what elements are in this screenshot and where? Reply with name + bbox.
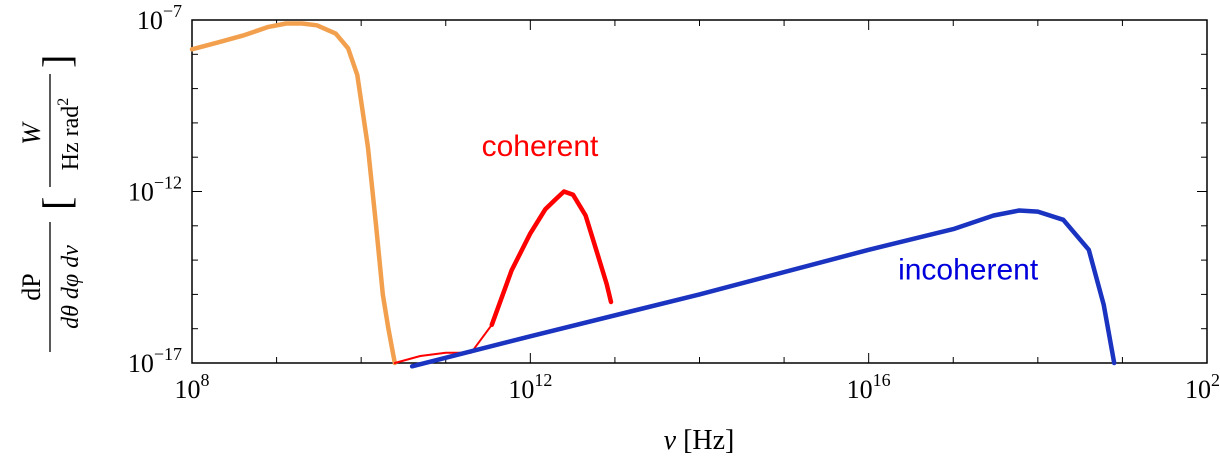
x-tick-label: 1020 bbox=[1185, 370, 1220, 404]
annotation-incoherent: incoherent bbox=[898, 254, 1039, 287]
x-tick-label-exp: 12 bbox=[534, 370, 552, 390]
x-tick-label-base: 10 bbox=[847, 375, 873, 404]
y-label-denominator: dθ dφ dν bbox=[58, 245, 84, 329]
series-line-curve-0 bbox=[189, 21, 398, 366]
x-tick-label: 1016 bbox=[847, 370, 891, 404]
y-tick-label-exp: −17 bbox=[154, 344, 182, 364]
x-axis-unit: [Hz] bbox=[676, 425, 734, 456]
axis-ticks bbox=[191, 19, 1208, 364]
series-line-coherent bbox=[489, 189, 614, 328]
x-tick-label-exp: 8 bbox=[201, 370, 210, 390]
x-tick-label: 1012 bbox=[508, 370, 552, 404]
y-tick-label-base: 10 bbox=[128, 349, 154, 378]
y-tick-label-exp: −7 bbox=[163, 1, 182, 21]
y-tick-label-exp: −12 bbox=[154, 173, 182, 193]
y-tick-label-base: 10 bbox=[128, 178, 154, 207]
y-label-unit-denominator-base: Hz rad bbox=[58, 106, 84, 171]
y-tick-label-base: 10 bbox=[137, 6, 163, 35]
x-tick-label-base: 10 bbox=[508, 375, 534, 404]
annotations: coherent incoherent bbox=[482, 130, 1039, 287]
plot-frame bbox=[191, 19, 1208, 364]
x-axis-label: ν [Hz] bbox=[664, 425, 735, 456]
y-label-unit-numerator: W bbox=[17, 121, 46, 145]
y-label-numerator: dP bbox=[17, 273, 46, 300]
x-tick-label-base: 10 bbox=[1185, 375, 1211, 404]
y-label-bracket-open: [ bbox=[34, 197, 79, 210]
series-layer bbox=[189, 21, 1117, 369]
x-tick-label-exp: 16 bbox=[873, 370, 891, 390]
y-tick-label: 10−7 bbox=[137, 1, 182, 35]
y-label-unit-denominator: Hz rad2 bbox=[55, 98, 84, 171]
y-tick-label: 10−17 bbox=[128, 344, 182, 378]
x-tick-label-base: 10 bbox=[175, 375, 201, 404]
y-label-bracket-close: ] bbox=[34, 55, 79, 68]
series-line-incoherent bbox=[409, 208, 1117, 369]
series-line-curve-2 bbox=[393, 323, 493, 364]
annotation-coherent: coherent bbox=[482, 130, 599, 163]
y-tick-label: 10−12 bbox=[128, 173, 182, 207]
y-label-unit-denominator-exp: 2 bbox=[55, 98, 72, 106]
x-tick-label: 108 bbox=[175, 370, 210, 404]
x-tick-label-exp: 20 bbox=[1211, 370, 1220, 390]
x-axis-symbol: ν bbox=[664, 425, 677, 456]
y-axis-label: dP dθ dφ dν [ W Hz rad2 ] bbox=[17, 55, 84, 352]
